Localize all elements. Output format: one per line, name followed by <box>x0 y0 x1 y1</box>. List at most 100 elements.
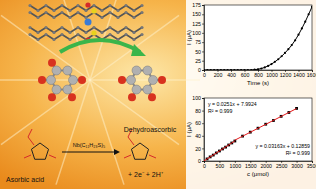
point <box>210 69 212 70</box>
point <box>270 63 272 65</box>
tick-label: 200 <box>214 72 223 78</box>
tick: 2500 <box>276 161 288 169</box>
tick: 25 <box>195 58 204 64</box>
marks <box>204 6 312 70</box>
tick-label: 75 <box>195 39 201 45</box>
ring <box>131 143 148 159</box>
carbon-atom <box>76 11 79 14</box>
carbon-atom <box>60 4 63 7</box>
segment-line <box>56 80 90 185</box>
carbon-atom <box>44 26 47 29</box>
tick: 3000 <box>291 161 303 169</box>
x-axis-title: c (μmol) <box>247 171 269 177</box>
label: Nb(C₁₁H₂₃S)₅ <box>73 142 106 148</box>
carbon-atom <box>76 26 79 29</box>
point <box>297 34 299 36</box>
segment-line <box>1 15 90 80</box>
tick: 100 <box>192 95 204 101</box>
carbon-atom <box>132 9 135 12</box>
carbon-atom <box>132 31 135 34</box>
carbon-atom <box>149 76 158 85</box>
tick-label: 125 <box>192 21 201 27</box>
tick: 0 <box>198 158 204 164</box>
atom <box>85 19 92 26</box>
carbon-atom <box>92 26 95 29</box>
carbon-atom <box>140 4 143 7</box>
annotation: y = 0.03163x + 0.12859 <box>255 143 310 149</box>
tick-mark <box>202 5 204 6</box>
tick: 100 <box>192 30 204 36</box>
y-axis: 0255075100125150175 <box>192 2 204 73</box>
point <box>230 69 232 70</box>
y-axis-line <box>202 6 205 71</box>
carbon-atom <box>68 31 71 34</box>
carbon-atom <box>68 9 71 12</box>
tick-label: 0 <box>198 67 201 73</box>
carbon-atom <box>100 9 103 12</box>
carbon-atom <box>52 66 61 75</box>
x-axis: 0500100015002000250030003500 <box>203 161 316 169</box>
point <box>267 65 269 67</box>
x-axis: 02004006008001000120014001600 <box>203 70 316 78</box>
point <box>260 67 262 69</box>
carbon-atom <box>124 11 127 14</box>
tick: 0 <box>198 67 204 73</box>
carbon-atom <box>116 9 119 12</box>
carbon-atom <box>132 16 135 19</box>
tick-label: 100 <box>192 30 201 36</box>
point <box>213 69 215 70</box>
tick-label: 1000 <box>230 163 242 169</box>
carbon-atom <box>52 38 55 41</box>
segment-line <box>90 80 179 145</box>
annotation: R² = 0.999 <box>286 150 310 156</box>
oxygen-atom <box>148 93 156 101</box>
x-axis-title: Time (s) <box>247 80 269 86</box>
marks <box>204 107 298 161</box>
label: Asorbic acid <box>6 176 44 183</box>
carbon-atom <box>140 33 143 36</box>
atom <box>91 8 96 13</box>
y-axis-title: I (μA) <box>186 122 192 137</box>
carbon-atom <box>140 11 143 14</box>
carbon-atom <box>100 16 103 19</box>
carbon-atom <box>127 76 136 85</box>
carbon-atom <box>108 4 111 7</box>
carbon-atom <box>124 4 127 7</box>
y-axis-line <box>202 99 205 162</box>
carbon-atom <box>52 31 55 34</box>
lipid-structure <box>28 2 143 42</box>
carbon-atom <box>60 33 63 36</box>
line <box>204 7 312 70</box>
tick-label: 60 <box>195 120 201 126</box>
point <box>311 6 312 8</box>
tick-mark <box>202 136 204 137</box>
tick-label: 80 <box>195 108 201 114</box>
tick-label: 50 <box>195 49 201 55</box>
substituents <box>24 129 56 158</box>
point <box>277 58 279 60</box>
point <box>206 69 208 70</box>
tick: 1000 <box>266 70 278 78</box>
tick: 500 <box>216 161 225 169</box>
tick-label: 25 <box>195 58 201 64</box>
tick-label: 3500 <box>307 163 316 169</box>
tick-label: 1200 <box>280 72 292 78</box>
point <box>274 61 276 63</box>
point <box>233 69 235 70</box>
point <box>247 69 249 70</box>
plot-frame <box>204 5 312 70</box>
carbon-atom <box>143 85 152 94</box>
carbon-atom <box>116 16 119 19</box>
tick-label: 40 <box>195 133 201 139</box>
chart-panel <box>186 0 316 189</box>
point <box>308 13 310 15</box>
substituents <box>124 129 156 158</box>
tick-label: 1500 <box>245 163 257 169</box>
tick-mark <box>202 24 204 25</box>
point <box>301 27 303 29</box>
plot-frame <box>204 98 312 161</box>
tick-mark <box>202 98 204 99</box>
point <box>287 48 289 50</box>
point <box>304 21 306 23</box>
carbon-atom <box>100 31 103 34</box>
